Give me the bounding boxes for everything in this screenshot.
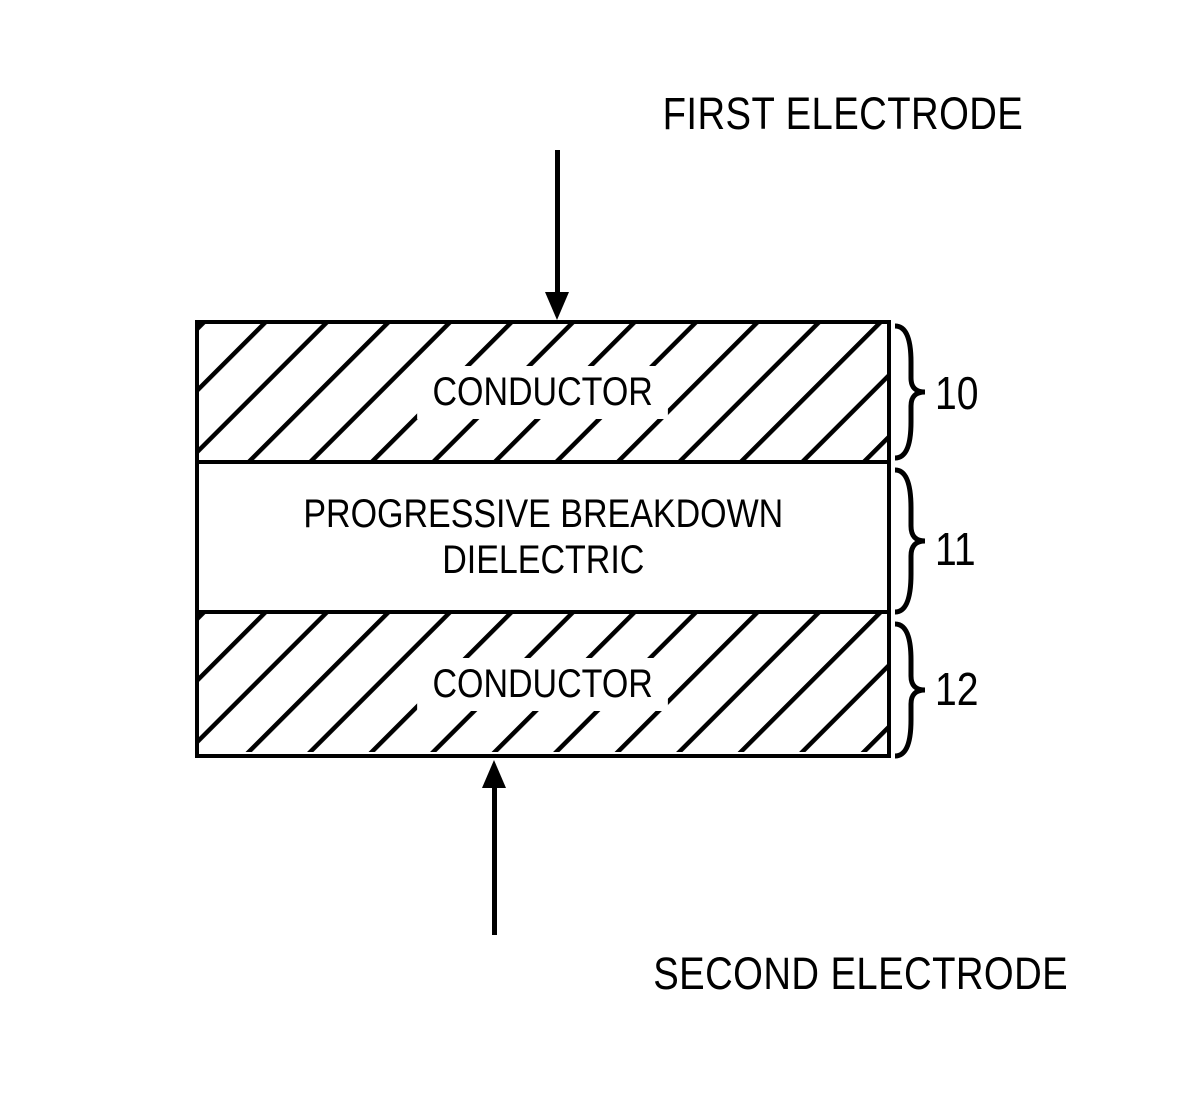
layer-bottom-conductor-label: CONDUCTOR: [418, 658, 669, 711]
top-arrow-line: [555, 150, 560, 295]
bracket-11: [893, 466, 929, 616]
top-arrow-head: [545, 292, 569, 320]
bottom-arrow-line: [492, 785, 497, 935]
ref-12: 12: [935, 662, 978, 716]
bracket-10: [893, 322, 929, 462]
layer-top-conductor-label: CONDUCTOR: [418, 366, 669, 419]
layer-top-conductor: CONDUCTOR: [199, 324, 887, 464]
layer-dielectric-label-line2: DIELECTRIC: [303, 537, 783, 583]
layer-dielectric-label-line1: PROGRESSIVE BREAKDOWN: [303, 491, 783, 537]
bottom-arrow-head: [482, 760, 506, 788]
bracket-12: [893, 620, 929, 760]
ref-10: 10: [935, 366, 978, 420]
ref-11: 11: [935, 522, 976, 576]
second-electrode-label: SECOND ELECTRODE: [653, 948, 1068, 1000]
first-electrode-label: FIRST ELECTRODE: [662, 88, 1023, 140]
layer-dielectric: PROGRESSIVE BREAKDOWN DIELECTRIC: [199, 464, 887, 614]
layer-dielectric-label: PROGRESSIVE BREAKDOWN DIELECTRIC: [295, 491, 792, 583]
layer-bottom-conductor: CONDUCTOR: [199, 614, 887, 754]
layer-stack: CONDUCTOR PROGRESSIVE BREAKDOWN DIELECTR…: [195, 320, 891, 758]
